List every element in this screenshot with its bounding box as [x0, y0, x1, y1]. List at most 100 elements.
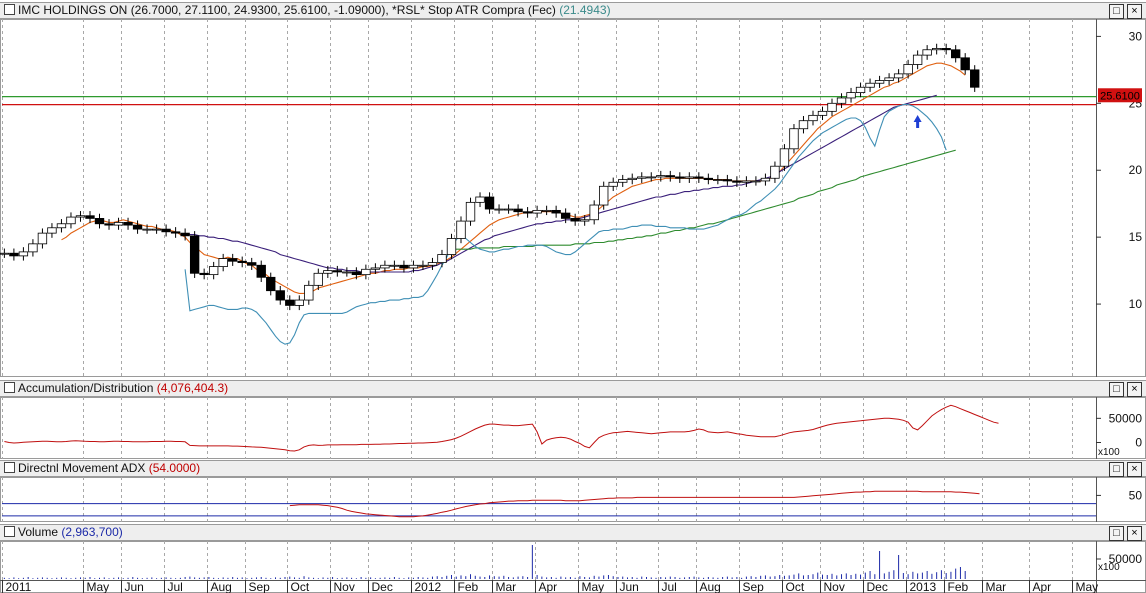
close-button[interactable]: × — [1127, 526, 1142, 541]
candle — [855, 86, 866, 94]
x-tick-label: Apr — [1033, 580, 1052, 593]
last-price-marker: 25.6100 — [1098, 88, 1142, 103]
panel-menu-icon[interactable] — [4, 526, 15, 537]
candle — [522, 211, 533, 214]
candle — [66, 216, 76, 225]
adx-chart[interactable]: 50 — [0, 477, 1146, 522]
candle — [323, 270, 333, 274]
x-tick-label: 2011 — [6, 580, 32, 593]
restore-button[interactable]: □ — [1109, 462, 1124, 477]
x-tick-label: Aug — [700, 580, 721, 593]
candle — [9, 252, 19, 257]
restore-button[interactable]: □ — [1109, 526, 1124, 541]
candle — [599, 185, 609, 206]
x-tick-label: Oct — [291, 580, 310, 593]
candle — [684, 176, 694, 179]
candle — [484, 196, 495, 210]
candle — [912, 54, 923, 65]
candle — [503, 208, 514, 211]
candle — [703, 177, 714, 180]
candle — [113, 222, 124, 226]
candle — [817, 110, 828, 116]
candle — [589, 204, 599, 221]
candle — [427, 262, 438, 266]
candle — [332, 270, 343, 273]
ad-value: (4,076,404.3) — [156, 381, 229, 395]
candle — [456, 220, 466, 239]
volume-scale-note: x100 — [1098, 562, 1120, 573]
candle — [532, 209, 542, 214]
plot-frame — [0, 477, 1146, 522]
panel-menu-icon[interactable] — [4, 4, 15, 15]
y-tick-label: 15 — [1129, 230, 1143, 244]
x-tick-label: 2013 — [910, 580, 937, 593]
candle — [408, 264, 419, 269]
candle — [931, 48, 942, 51]
candle — [475, 196, 485, 203]
candle — [627, 177, 637, 180]
candle — [846, 92, 856, 99]
candle — [104, 223, 114, 226]
series-line-1 — [185, 94, 937, 273]
y-tick-label: 10 — [1129, 297, 1143, 311]
x-tick-label: Jun — [620, 580, 639, 593]
ad-title: Accumulation/Distribution — [18, 381, 154, 395]
candle — [637, 176, 647, 179]
y-tick-label: 50000 — [1109, 552, 1143, 566]
candle — [151, 228, 162, 231]
last-price-label: 25.6100 — [1100, 90, 1140, 102]
candle — [836, 97, 847, 104]
restore-button[interactable]: □ — [1109, 382, 1124, 397]
candle — [94, 218, 105, 225]
restore-button[interactable]: □ — [1109, 4, 1124, 19]
candle — [256, 264, 266, 278]
candle — [903, 64, 913, 75]
series-line-0 — [61, 62, 966, 294]
candle — [551, 209, 561, 214]
candle — [827, 102, 837, 112]
close-button[interactable]: × — [1127, 382, 1142, 397]
price-panel-header: IMC HOLDINGS ON (26.7000, 27.1100, 24.93… — [0, 2, 1146, 19]
panel-menu-icon[interactable] — [4, 462, 15, 473]
x-tick-label: Sep — [743, 580, 765, 593]
volume-panel-header: Volume (2,963,700) □ × — [0, 524, 1146, 541]
candle — [608, 181, 618, 187]
x-tick-label: Feb — [458, 580, 479, 593]
candle — [275, 290, 285, 301]
candle — [437, 254, 447, 263]
candle — [922, 49, 932, 56]
candle — [465, 201, 476, 222]
candle — [789, 128, 799, 150]
candle — [570, 218, 580, 222]
candle — [218, 258, 228, 267]
candle — [513, 208, 523, 213]
candle — [713, 179, 723, 182]
candle — [180, 232, 190, 237]
candle — [722, 179, 733, 182]
ad-series-line — [4, 404, 999, 452]
candle — [732, 180, 742, 183]
candle — [760, 177, 771, 182]
ad-panel-header: Accumulation/Distribution (4,076,404.3) … — [0, 380, 1146, 397]
candle — [199, 272, 209, 276]
x-tick-label: Mar — [496, 580, 517, 593]
ad-scale-note: x100 — [1098, 447, 1120, 458]
close-button[interactable]: × — [1127, 462, 1142, 477]
panel-menu-icon[interactable] — [4, 382, 15, 393]
plot-frame — [0, 19, 1146, 377]
ad-chart[interactable]: 50000 0 x100 — [0, 397, 1146, 459]
adx-series-line — [289, 490, 980, 518]
candle — [380, 264, 390, 269]
candle — [941, 48, 951, 51]
close-button[interactable]: × — [1127, 4, 1142, 19]
candle — [170, 231, 181, 234]
candle — [313, 272, 323, 286]
candle — [418, 264, 428, 267]
candle — [189, 235, 200, 274]
candle — [47, 227, 57, 234]
candle — [951, 49, 961, 59]
candle — [370, 267, 381, 270]
candle — [18, 251, 29, 257]
